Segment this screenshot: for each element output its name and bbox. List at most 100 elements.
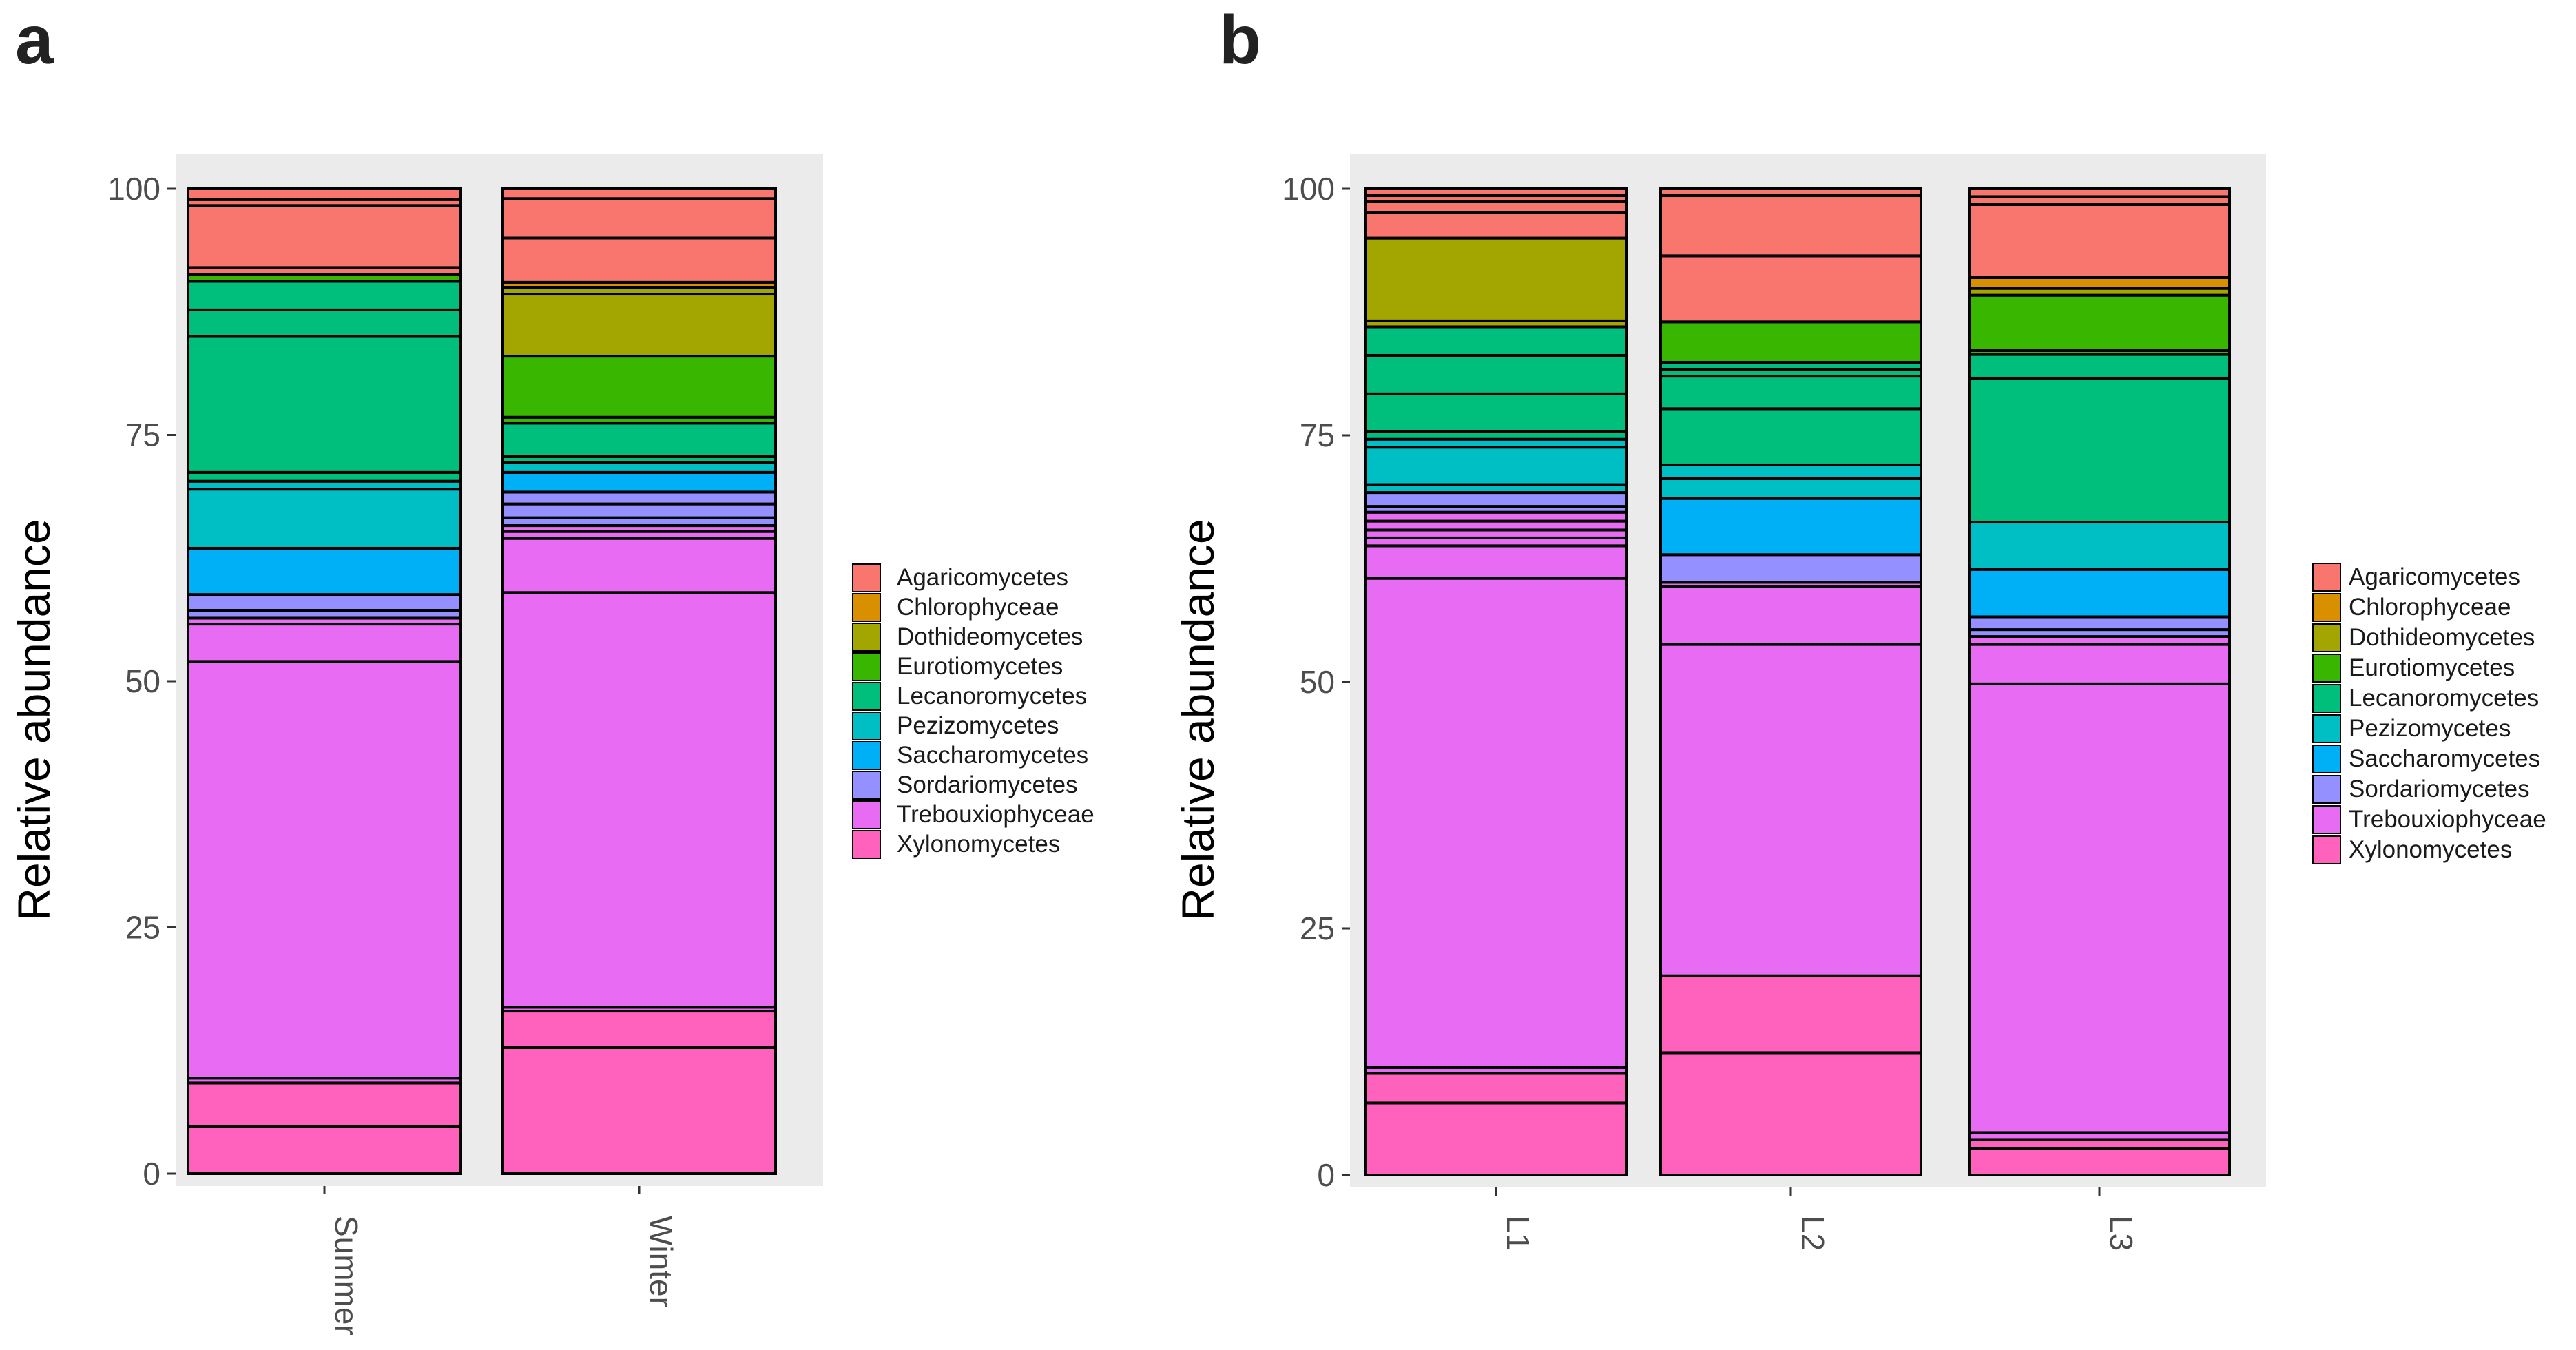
stacked-bar-summer (187, 187, 462, 1175)
x-tick-label-l3: L3 (2104, 1216, 2139, 1251)
bar-segment-lecanoromycetes (1659, 407, 1922, 466)
bar-segment-agaricomycetes (1364, 187, 1628, 198)
legend-label-lecanoromycetes: Lecanoromycetes (897, 683, 1087, 709)
bar-segment-saccharomycetes (187, 546, 462, 596)
bar-segment-lecanoromycetes (1364, 325, 1628, 357)
legend-swatch-lecanoromycetes (852, 682, 881, 711)
bar-segment-sordariomycetes (1364, 491, 1628, 508)
bar-segment-xylonomycetes (1364, 1072, 1628, 1105)
y-tick-label: 50 (1300, 664, 1335, 700)
legend-label-xylonomycetes: Xylonomycetes (2349, 836, 2512, 863)
y-axis-title: Relative abundance (1172, 519, 1223, 920)
bar-segment-pezizomycetes (1364, 446, 1628, 486)
bar-segment-lecanoromycetes (1659, 375, 1922, 411)
bar-segment-lecanoromycetes (1968, 353, 2231, 380)
bar-segment-xylonomycetes (1659, 974, 1922, 1055)
legend-label-eurotiomycetes: Eurotiomycetes (897, 653, 1063, 680)
bar-segment-chlorophyceae (1968, 276, 2231, 290)
bar-segment-xylonomycetes (187, 1081, 462, 1128)
bar-segment-xylonomycetes (187, 1125, 462, 1175)
legend-a: Agaricomycetes ChlorophyceaeDothideomycet… (852, 563, 1094, 859)
legend-swatch-eurotiomycetes (2312, 654, 2341, 683)
legend-swatch-trebouxiophyceae (852, 800, 881, 829)
bar-segment-agaricomycetes (187, 187, 462, 201)
legend-label-agaricomycetes: Agaricomycetes (897, 564, 1068, 591)
legend-label-lecanoromycetes: Lecanoromycetes (2349, 685, 2539, 712)
bar-segment-lecanoromycetes (187, 308, 462, 338)
legend-label-dothideomycetes: Dothideomycetes (2349, 624, 2535, 651)
legend-label-sordariomycetes: Sordariomycetes (897, 771, 1078, 798)
bar-segment-agaricomycetes (187, 204, 462, 269)
bar-segment-pezizomycetes (1968, 521, 2231, 571)
legend-label-saccharomycetes: Saccharomycetes (897, 742, 1088, 769)
legend-label-pezizomycetes: Pezizomycetes (897, 712, 1059, 739)
bar-segment-dothideomycetes (1364, 236, 1628, 322)
legend-label-saccharomycetes: Saccharomycetes (2349, 745, 2540, 772)
bar-segment-xylonomycetes (1659, 1051, 1922, 1176)
legend-swatch-agaricomycetes (2312, 563, 2341, 592)
panel-label-a: a (15, 1, 54, 79)
legend-b: Agaricomycetes Chlorophyceae Dothideomycet… (2312, 563, 2546, 864)
legend-swatch-xylonomycetes (2312, 835, 2341, 864)
bar-segment-pezizomycetes (187, 488, 462, 550)
bar-segment-saccharomycetes (501, 470, 777, 494)
y-tick-label: 25 (1300, 911, 1335, 946)
bar-segment-agaricomycetes (501, 236, 777, 284)
legend-label-pezizomycetes: Pezizomycetes (2349, 715, 2511, 742)
legend-swatch-xylonomycetes (852, 830, 881, 859)
y-tick-label: 50 (125, 663, 160, 699)
legend-swatch-saccharomycetes (852, 741, 881, 770)
stacked-bar-winter (501, 187, 777, 1175)
bar-segment-agaricomycetes (1364, 200, 1628, 214)
y-tick-label: 25 (125, 910, 160, 946)
panel-label-b: b (1219, 1, 1261, 79)
legend-swatch-dothideomycetes (2312, 623, 2341, 652)
bar-segment-sordariomycetes (501, 502, 777, 519)
bar-segment-trebouxiophyceae (1364, 577, 1628, 1069)
x-tick-label-summer: Summer (329, 1216, 364, 1336)
legend-swatch-agaricomycetes (852, 563, 881, 592)
bar-segment-lecanoromycetes (501, 422, 777, 458)
bar-segment-trebouxiophyceae (187, 623, 462, 663)
stacked-bar-l1 (1364, 187, 1628, 1176)
bar-segment-eurotiomycetes (1968, 293, 2231, 352)
bar-segment-xylonomycetes (501, 1010, 777, 1049)
legend-swatch-trebouxiophyceae (2312, 805, 2341, 834)
bar-segment-agaricomycetes (1364, 211, 1628, 240)
bar-segment-trebouxiophyceae (1659, 643, 1922, 977)
y-tick-label: 75 (1300, 417, 1335, 453)
bar-segment-xylonomycetes (1364, 1101, 1628, 1176)
y-axis-title: Relative abundance (8, 519, 59, 920)
x-tick-label-l2: L2 (1795, 1216, 1831, 1251)
bar-segment-trebouxiophyceae (1364, 544, 1628, 580)
bar-segment-pezizomycetes (501, 461, 777, 474)
bar-segment-trebouxiophyceae (187, 660, 462, 1080)
y-tick-label: 75 (125, 417, 160, 453)
bar-segment-lecanoromycetes (187, 280, 462, 311)
bar-segment-agaricomycetes (501, 197, 777, 240)
legend-label-xylonomycetes: Xylonomycetes (897, 831, 1060, 858)
bar-segment-sordariomycetes (187, 593, 462, 612)
bar-segment-lecanoromycetes (187, 335, 462, 474)
legend-swatch-eurotiomycetes (852, 652, 881, 681)
stacked-bar-l3 (1968, 187, 2231, 1177)
bar-segment-sordariomycetes (501, 490, 777, 506)
bar-segment-agaricomycetes (1659, 194, 1922, 258)
legend-label-eurotiomycetes: Eurotiomycetes (2349, 654, 2515, 681)
y-tick-label: 0 (143, 1156, 160, 1192)
y-tick-label: 100 (1282, 171, 1335, 207)
bar-segment-agaricomycetes (1968, 187, 2231, 198)
bar-segment-agaricomycetes (501, 187, 777, 200)
legend-label-trebouxiophyceae: Trebouxiophyceae (2349, 806, 2546, 833)
bar-segment-saccharomycetes (1968, 568, 2231, 619)
legend-label-chlorophyceae: Chlorophyceae (897, 594, 1059, 621)
y-tick-label: 100 (107, 171, 160, 207)
stacked-bar-l2 (1659, 187, 1922, 1176)
legend-swatch-dothideomycetes (852, 623, 881, 652)
legend-label-chlorophyceae: Chlorophyceae (2349, 594, 2511, 621)
bar-segment-trebouxiophyceae (1968, 643, 2231, 685)
legend-label-trebouxiophyceae: Trebouxiophyceae (897, 801, 1094, 828)
bar-segment-eurotiomycetes (1659, 320, 1922, 364)
legend-swatch-chlorophyceae (2312, 593, 2341, 622)
x-tick-label-winter: Winter (643, 1216, 679, 1307)
